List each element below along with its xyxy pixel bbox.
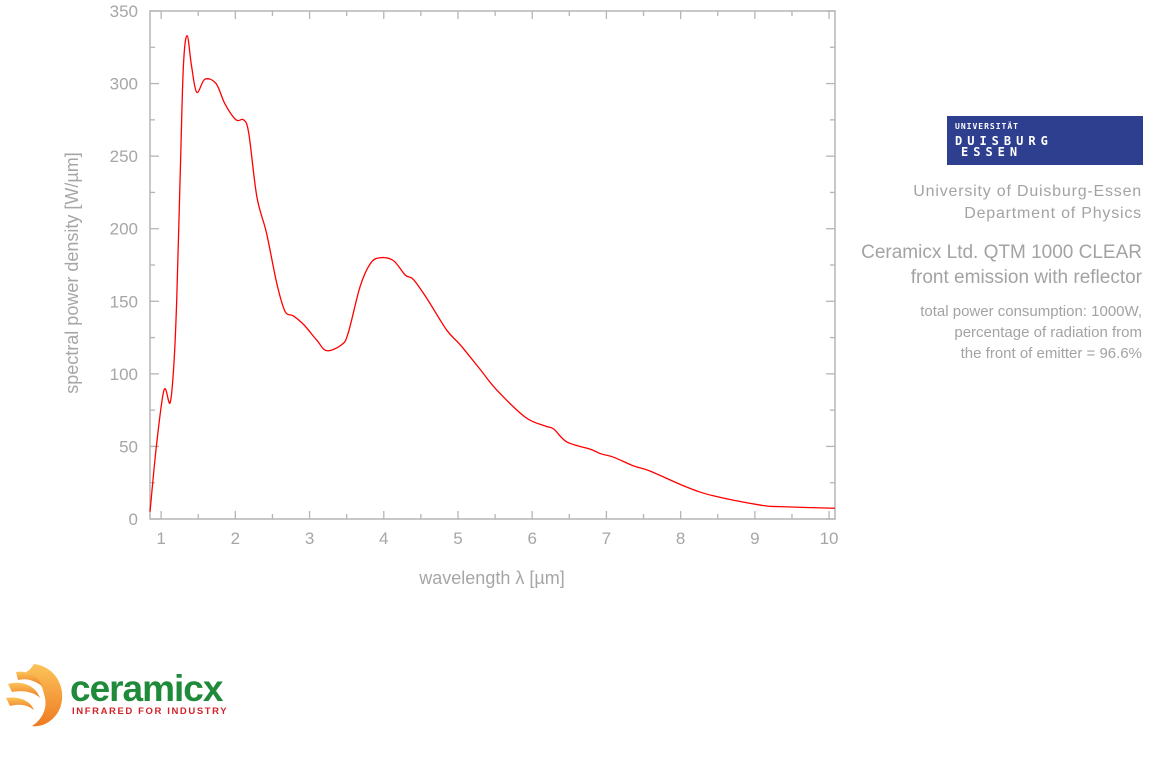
institution-block: University of Duisburg-Essen Department … — [913, 181, 1142, 225]
y-tick-label: 0 — [129, 510, 138, 529]
title-line-1: Ceramicx Ltd. QTM 1000 CLEAR — [861, 242, 1142, 263]
x-tick-label: 4 — [379, 529, 388, 548]
title-line-2: front emission with reflector — [910, 267, 1142, 288]
x-tick-label: 8 — [676, 529, 685, 548]
x-tick-label: 10 — [820, 529, 839, 548]
y-tick-label: 350 — [110, 2, 138, 21]
logo-text: UNIVERSITÄT — [955, 122, 1019, 131]
note-line-1: total power consumption: 1000W, — [920, 303, 1142, 320]
note-line-2: percentage of radiation from — [954, 324, 1142, 341]
plot-frame — [149, 10, 836, 520]
y-axis-label: spectral power density [W/µm] — [62, 152, 82, 393]
x-axis-label: wavelength λ [µm] — [418, 568, 564, 588]
x-tick-label: 9 — [750, 529, 759, 548]
note-line-3: the front of emitter = 96.6% — [960, 345, 1142, 362]
x-tick-label: 6 — [527, 529, 536, 548]
logo-text: DUISBURG — [955, 134, 1053, 148]
y-tick-label: 250 — [110, 147, 138, 166]
x-tick-label: 7 — [602, 529, 611, 548]
flame-icon — [6, 664, 63, 727]
ceramicx-logo: ceramicx INFRARED FOR INDUSTRY — [4, 662, 240, 730]
x-tick-label: 2 — [231, 529, 240, 548]
university-logo: UNIVERSITÄT DUISBURG ESSEN — [947, 116, 1143, 165]
ceramicx-wordmark: ceramicx — [70, 668, 223, 709]
spectrum-line — [149, 35, 836, 512]
y-tick-label: 150 — [110, 292, 138, 311]
department-name: Department of Physics — [964, 205, 1142, 222]
measurement-notes: total power consumption: 1000W, percenta… — [920, 301, 1142, 364]
university-name: University of Duisburg-Essen — [913, 183, 1142, 200]
logo-text: ESSEN — [961, 145, 1023, 159]
product-title: Ceramicx Ltd. QTM 1000 CLEAR front emiss… — [861, 240, 1142, 290]
x-tick-label: 5 — [453, 529, 462, 548]
x-tick-label: 3 — [305, 529, 314, 548]
y-tick-label: 300 — [110, 75, 138, 94]
ceramicx-tagline: INFRARED FOR INDUSTRY — [72, 706, 229, 717]
y-tick-label: 50 — [119, 437, 138, 456]
y-tick-label: 100 — [110, 365, 138, 384]
y-tick-label: 200 — [110, 220, 138, 239]
x-tick-label: 1 — [156, 529, 165, 548]
